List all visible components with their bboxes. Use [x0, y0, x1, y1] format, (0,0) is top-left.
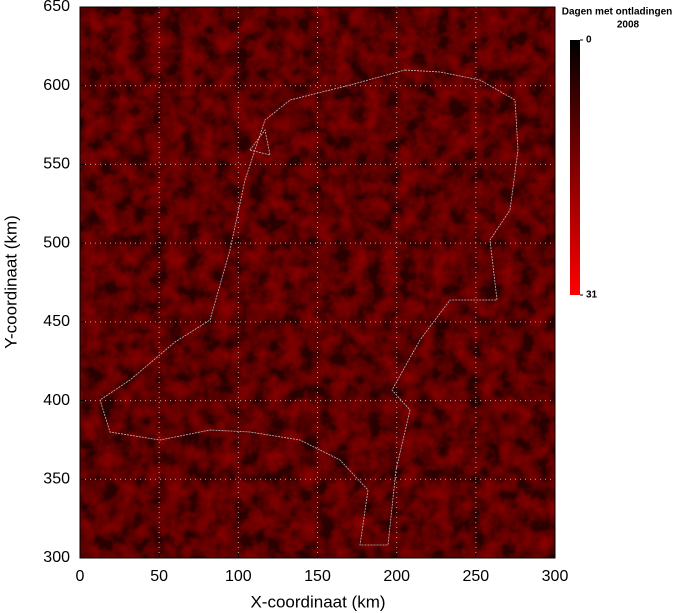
colorbar-tick-label: 31 — [586, 290, 598, 301]
y-tick-label: 600 — [43, 77, 70, 94]
y-tick-label: 550 — [43, 156, 70, 173]
colorbar-tick-label: 0 — [586, 35, 592, 46]
colorbar-subtitle: 2008 — [617, 20, 640, 31]
x-tick-label: 0 — [76, 568, 85, 585]
x-tick-label: 50 — [150, 568, 168, 585]
y-tick-label: 350 — [43, 471, 70, 488]
y-axis-label: Y-coordinaat (km) — [1, 215, 20, 349]
x-tick-label: 300 — [542, 568, 569, 585]
x-tick-label: 150 — [304, 568, 331, 585]
y-tick-label: 450 — [43, 313, 70, 330]
y-tick-label: 500 — [43, 234, 70, 251]
x-tick-label: 200 — [383, 568, 410, 585]
colorbar — [570, 40, 580, 295]
colorbar-title: Dagen met ontladingen — [562, 7, 673, 18]
y-tick-label: 400 — [43, 392, 70, 409]
y-tick-label: 300 — [43, 549, 70, 566]
x-axis-label: X-coordinaat (km) — [250, 592, 385, 611]
y-tick-label: 650 — [43, 0, 70, 15]
country-outline — [99, 69, 519, 546]
x-tick-label: 100 — [225, 568, 252, 585]
x-tick-label: 250 — [462, 568, 489, 585]
